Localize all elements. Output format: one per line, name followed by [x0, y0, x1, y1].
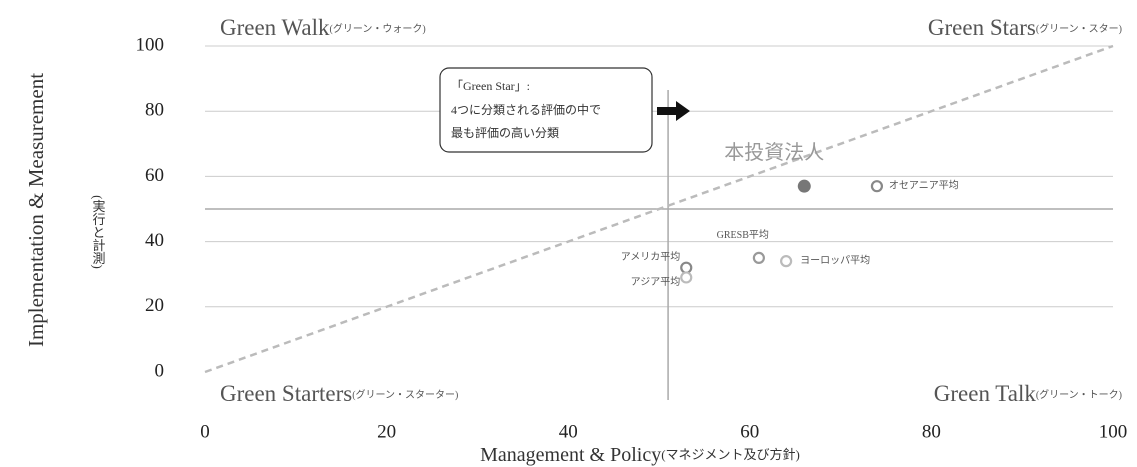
callout-text: 最も評価の高い分類 — [451, 125, 559, 140]
diagonal-line — [204, 44, 1114, 374]
callout-box — [439, 67, 653, 153]
x-tick-label: 0 — [200, 421, 210, 442]
point-label: 本投資法人 — [724, 141, 824, 164]
quadrant-sub: (グリーン・ウォーク) — [330, 22, 426, 35]
quadrant-label: Green Stars(グリーン・スター) — [928, 15, 1122, 40]
x-tick-label: 80 — [922, 421, 941, 442]
y-axis-label: Implementation & Measurement — [24, 73, 48, 347]
x-axis-label-main: Management & Policy — [480, 444, 661, 466]
point — [752, 251, 765, 264]
x-axis-label: Management & Policy(マネジメント及び方針) — [480, 444, 800, 466]
point — [680, 271, 693, 284]
x-axis-label-sub: (マネジメント及び方針) — [661, 447, 800, 462]
callout-text: 4つに分類される評価の中で — [451, 102, 601, 117]
point-label: アジア平均 — [631, 276, 681, 288]
y-tick-label: 60 — [145, 165, 164, 186]
callout-text: 「Green Star」: — [451, 79, 530, 93]
quadrant-label: Green Talk(グリーン・トーク) — [934, 381, 1122, 406]
quadrant-title: Green Talk — [934, 381, 1037, 406]
y-tick-label: 100 — [136, 34, 165, 55]
x-tick-label: 60 — [740, 421, 759, 442]
callout-arrow — [657, 101, 690, 121]
point — [797, 179, 811, 193]
quadrant-sub: (グリーン・スターター) — [352, 388, 458, 401]
grid — [204, 44, 1114, 400]
quadrant-label: Green Walk(グリーン・ウォーク) — [220, 15, 426, 40]
point — [680, 261, 693, 274]
y-tick-label: 80 — [145, 100, 164, 121]
y-tick-label: 20 — [145, 295, 164, 316]
quadrant-title: Green Starters — [220, 381, 352, 406]
x-tick-label: 40 — [559, 421, 578, 442]
quadrant-title: Green Walk — [220, 15, 330, 40]
x-tick-label: 100 — [1099, 421, 1128, 442]
quadrant-sub: (グリーン・スター) — [1036, 22, 1122, 35]
y-axis-label-sub: (実行と計測) — [91, 195, 106, 269]
quadrant-label: Green Starters(グリーン・スターター) — [220, 381, 458, 406]
y-tick-label: 0 — [155, 360, 165, 381]
point-label: アメリカ平均 — [621, 251, 681, 263]
x-tick-label: 20 — [377, 421, 396, 442]
point-label: ヨーロッパ平均 — [800, 254, 870, 266]
point-label: GRESB平均 — [717, 229, 769, 241]
point — [780, 255, 793, 268]
point — [870, 180, 884, 193]
point-label: オセアニア平均 — [889, 179, 959, 191]
y-tick-label: 40 — [145, 230, 164, 251]
quadrant-title: Green Stars — [928, 15, 1036, 40]
quadrant-sub: (グリーン・トーク) — [1036, 388, 1122, 401]
